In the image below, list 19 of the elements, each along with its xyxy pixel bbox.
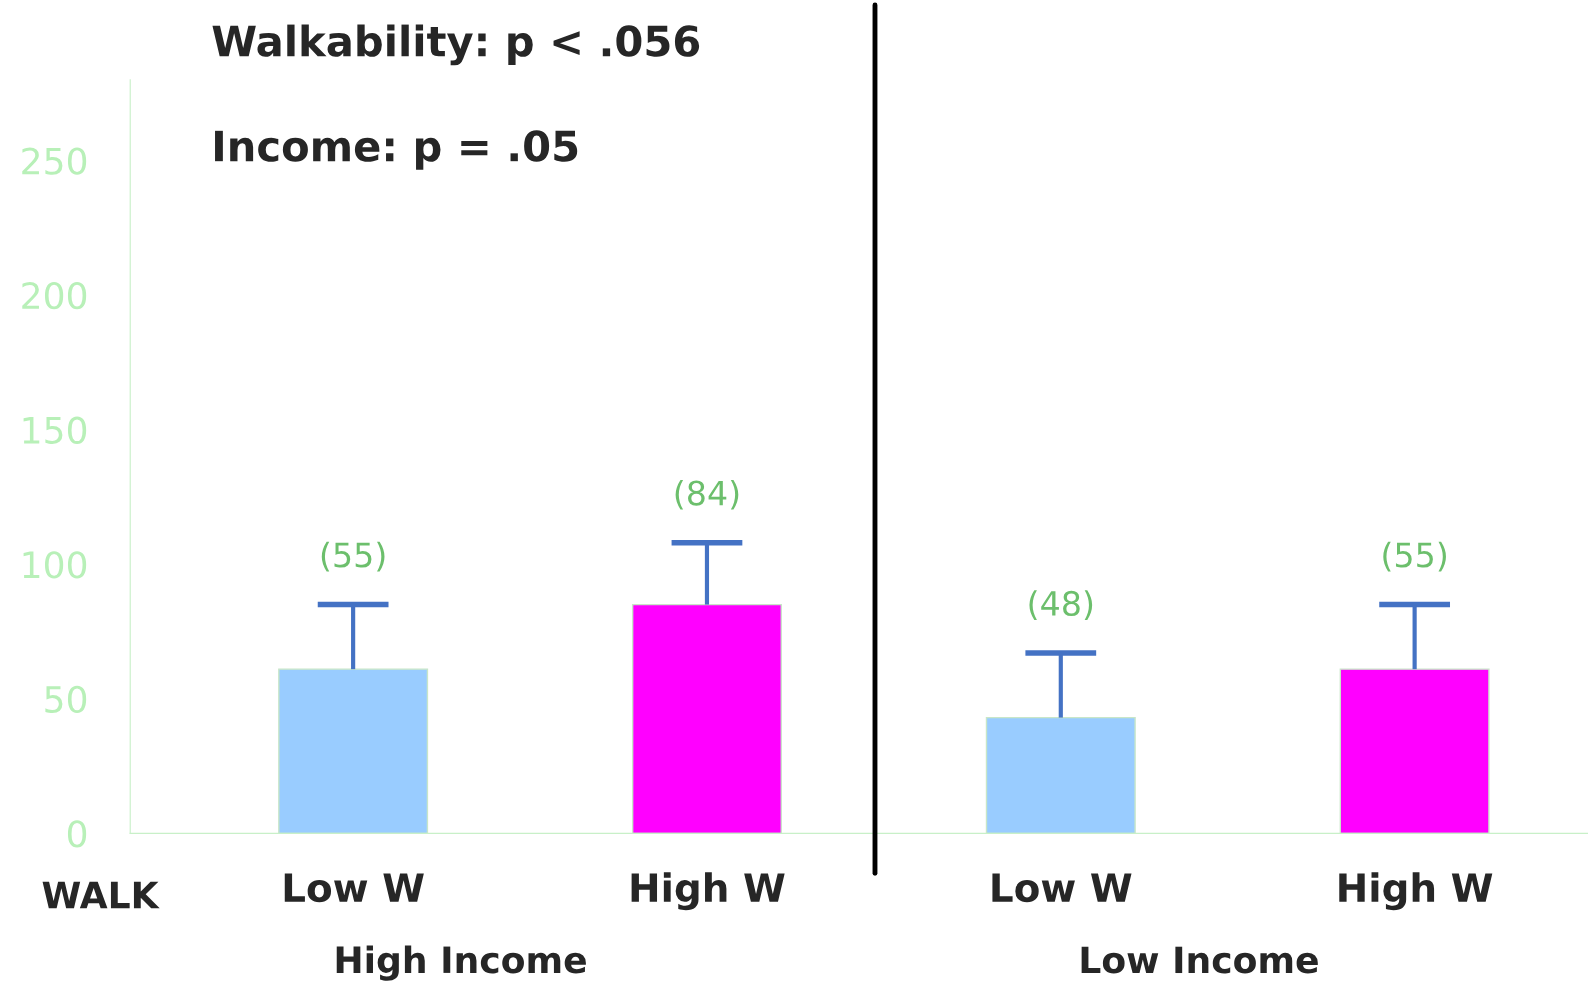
x-tick-label: High W xyxy=(1339,872,1493,911)
y-tick-label: 150 xyxy=(23,416,87,444)
y-tick-label: 50 xyxy=(45,685,87,714)
annotation: (48) xyxy=(1029,590,1093,620)
annotation: (55) xyxy=(321,541,385,572)
y-tick-label: 0 xyxy=(67,820,87,848)
annotation: (55) xyxy=(1383,541,1446,572)
text: Low Income xyxy=(1081,946,1318,974)
annotation: (84) xyxy=(675,479,739,510)
text: High Income xyxy=(336,945,586,981)
y-tick-label: 200 xyxy=(22,282,87,310)
text: WALK xyxy=(42,881,160,909)
y-tick-label: 100 xyxy=(23,551,87,579)
annotation: Income: p = .05 xyxy=(215,130,578,170)
y-tick-label: 250 xyxy=(22,147,87,175)
x-tick-label: Low W xyxy=(992,873,1132,903)
x-tick-label: High W xyxy=(631,872,785,911)
x-tick-label: Low W xyxy=(284,873,424,903)
text: Walkability: p < .056 xyxy=(212,24,700,66)
